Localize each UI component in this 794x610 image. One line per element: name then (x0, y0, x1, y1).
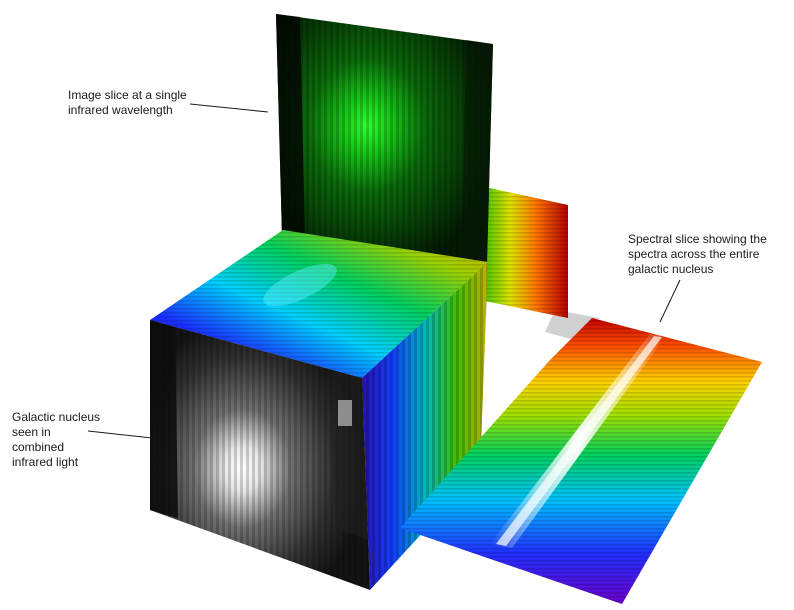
galactic-nucleus-label: Galactic nucleus seen in combined infrar… (12, 410, 100, 470)
image-slice-label-line-1: Image slice at a single (68, 88, 187, 102)
image-slice-label-line-2: infrared wavelength (68, 103, 173, 117)
spectral-slice-label-line-2: spectra across the entire (628, 247, 760, 261)
image-slice-panel (276, 14, 493, 262)
nucleus-leader (87, 430, 153, 439)
floor-shadow (545, 310, 600, 340)
cube-back-extension (480, 186, 568, 318)
cube-top-face (150, 230, 488, 378)
image-slice-label: Image slice at a single infrared wavelen… (68, 88, 187, 118)
galactic-nucleus-label-line-1: Galactic nucleus (12, 410, 101, 424)
spectral-slice-leader (659, 279, 681, 323)
spectral-slice-panel (400, 318, 762, 604)
galactic-nucleus-label-line-3: combined (12, 440, 65, 454)
cube-side-face (362, 262, 488, 590)
spectral-slice-label-line-1: Spectral slice showing the (628, 232, 767, 246)
spectral-slice-label: Spectral slice showing the spectra acros… (628, 232, 767, 277)
galactic-nucleus-label-line-4: infrared light (12, 455, 79, 469)
cube-front-face (150, 320, 370, 590)
galactic-nucleus-label-line-2: seen in (12, 425, 51, 439)
image-slice-leader (189, 103, 269, 113)
spectral-slice-label-line-3: galactic nucleus (628, 262, 714, 276)
